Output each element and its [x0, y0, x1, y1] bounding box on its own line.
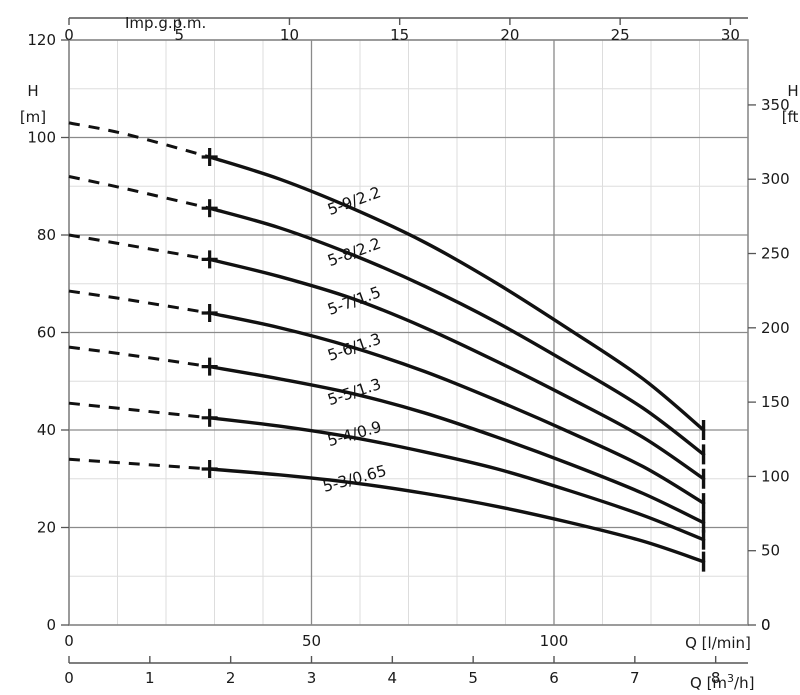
- curve-dashed-segment: [68, 457, 210, 471]
- svg-text:350: 350: [761, 96, 790, 114]
- curve-dashed-segment: [68, 345, 210, 369]
- right-axis-name: H: [787, 82, 798, 100]
- svg-text:40: 40: [37, 421, 56, 439]
- svg-text:3: 3: [307, 669, 317, 687]
- svg-text:100: 100: [761, 467, 790, 485]
- duty-marker-5-5/1.3: [201, 357, 218, 376]
- svg-text:250: 250: [761, 245, 790, 263]
- svg-text:0: 0: [761, 616, 771, 634]
- bottom-axis-flow-lmin: 0 50 100 0: [64, 616, 770, 650]
- curve-solid-segment: [207, 311, 706, 505]
- svg-text:6: 6: [549, 669, 559, 687]
- top-axis-title: Imp.g.p.m.: [125, 14, 206, 32]
- svg-text:60: 60: [37, 324, 56, 342]
- curve-5-9/2.2: [68, 121, 706, 432]
- svg-text:0: 0: [64, 669, 74, 687]
- performance-curves: [68, 121, 706, 564]
- svg-text:120: 120: [27, 31, 56, 49]
- svg-text:50: 50: [302, 632, 321, 650]
- right-axis-unit: [ft]: [782, 108, 800, 126]
- duty-marker-5-8/2.2: [201, 199, 218, 218]
- curve-dashed-segment: [68, 121, 211, 159]
- svg-text:10: 10: [280, 26, 299, 44]
- curve-solid-segment: [207, 364, 706, 525]
- svg-text:50: 50: [761, 542, 780, 560]
- svg-text:200: 200: [761, 319, 790, 337]
- curve-dashed-segment: [68, 175, 210, 210]
- svg-text:30: 30: [721, 26, 740, 44]
- curve-dashed-segment: [68, 289, 210, 315]
- curve-solid-segment: [207, 206, 706, 457]
- svg-text:20: 20: [37, 519, 56, 537]
- curve-5-6/1.3: [68, 289, 706, 505]
- bottom-axis-title: Q [l/min]: [685, 634, 751, 652]
- curve-solid-segment: [207, 416, 706, 542]
- svg-text:25: 25: [611, 26, 630, 44]
- svg-text:150: 150: [761, 393, 790, 411]
- curve-markers: [201, 148, 706, 572]
- svg-text:7: 7: [630, 669, 640, 687]
- svg-text:8: 8: [711, 669, 721, 687]
- duty-marker-5-4/0.9: [201, 408, 218, 427]
- svg-text:80: 80: [37, 226, 56, 244]
- curve-dashed-segment: [68, 401, 210, 420]
- svg-text:0: 0: [46, 616, 56, 634]
- curve-solid-segment: [207, 257, 706, 481]
- svg-text:300: 300: [761, 170, 790, 188]
- curve-dashed-segment: [68, 233, 210, 261]
- svg-text:20: 20: [500, 26, 519, 44]
- duty-marker-5-3/0.65: [201, 460, 218, 478]
- svg-text:15: 15: [390, 26, 409, 44]
- left-axis-unit: [m]: [20, 108, 46, 126]
- bottom-axis-flow-m3h: 0 1 2 3 4 5 6 7 8: [64, 656, 748, 687]
- curve-solid-segment: [207, 155, 706, 432]
- curve-solid-segment: [207, 467, 706, 564]
- curve-5-4/0.9: [68, 401, 706, 542]
- svg-text:0: 0: [761, 616, 771, 634]
- curve-5-5/1.3: [68, 345, 706, 525]
- svg-text:100: 100: [540, 632, 569, 650]
- top-axis-imp-gpm: 0 5 10 15 20 25 30: [64, 17, 748, 44]
- svg-text:2: 2: [226, 669, 236, 687]
- duty-marker-5-9/2.2: [201, 148, 218, 166]
- duty-marker-5-7/1.5: [201, 250, 218, 269]
- svg-text:4: 4: [388, 669, 398, 687]
- svg-text:0: 0: [64, 26, 74, 44]
- curve-5-3/0.65: [68, 457, 706, 564]
- duty-marker-5-6/1.3: [201, 304, 218, 322]
- left-axis-name: H: [27, 82, 38, 100]
- svg-text:5: 5: [174, 26, 184, 44]
- svg-text:1: 1: [145, 669, 155, 687]
- svg-text:5: 5: [468, 669, 478, 687]
- right-axis-head-ft: 0 50 100 150 200 250 300 350: [748, 96, 790, 634]
- svg-text:100: 100: [27, 129, 56, 147]
- curve-5-8/2.2: [68, 175, 706, 457]
- bottom-secondary-axis-title: Q [m3/h]: [690, 672, 754, 692]
- left-axis-head-m: 0 20 40 60 80 100 120: [27, 31, 69, 634]
- svg-text:0: 0: [64, 632, 74, 650]
- curve-5-7/1.5: [68, 233, 706, 481]
- axis-titles: Imp.g.p.m. H [m] H [ft] Q [l/min] Q [m3/h]: [20, 14, 800, 692]
